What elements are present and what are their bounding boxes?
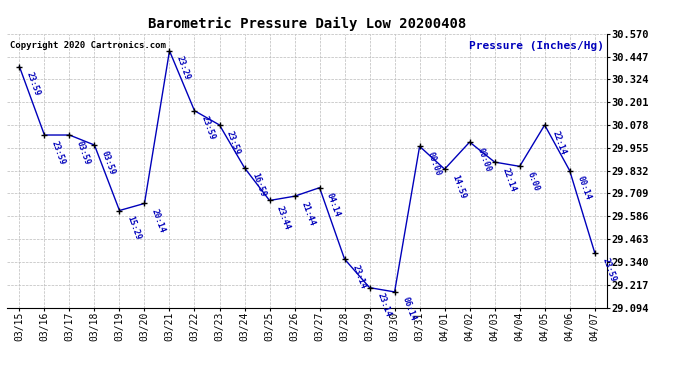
Text: 23:14: 23:14 <box>375 292 392 318</box>
Text: 04:14: 04:14 <box>325 192 342 218</box>
Text: 23:44: 23:44 <box>275 205 292 231</box>
Text: 03:59: 03:59 <box>75 139 92 166</box>
Text: 00:14: 00:14 <box>575 175 592 201</box>
Text: 23:59: 23:59 <box>25 71 42 98</box>
Text: 6:00: 6:00 <box>525 171 540 192</box>
Text: 23:59: 23:59 <box>600 257 618 284</box>
Text: 20:14: 20:14 <box>150 208 167 234</box>
Text: 06:14: 06:14 <box>400 296 417 322</box>
Text: 00:00: 00:00 <box>475 146 492 173</box>
Text: 22:14: 22:14 <box>550 129 567 156</box>
Title: Barometric Pressure Daily Low 20200408: Barometric Pressure Daily Low 20200408 <box>148 17 466 31</box>
Text: 14:59: 14:59 <box>450 173 467 200</box>
Text: 23:29: 23:29 <box>175 55 192 81</box>
Text: 23:59: 23:59 <box>50 139 67 166</box>
Text: 03:59: 03:59 <box>100 149 117 176</box>
Text: 21:44: 21:44 <box>300 200 317 227</box>
Text: 16:59: 16:59 <box>250 172 267 199</box>
Text: 22:14: 22:14 <box>500 166 518 193</box>
Text: 15:29: 15:29 <box>125 214 142 241</box>
Text: 00:00: 00:00 <box>425 150 442 177</box>
Text: Copyright 2020 Cartronics.com: Copyright 2020 Cartronics.com <box>10 40 166 50</box>
Text: Pressure (Inches/Hg): Pressure (Inches/Hg) <box>469 40 604 51</box>
Text: 23:59: 23:59 <box>200 115 217 141</box>
Text: 23:59: 23:59 <box>225 129 242 156</box>
Text: 23:14: 23:14 <box>350 263 367 290</box>
